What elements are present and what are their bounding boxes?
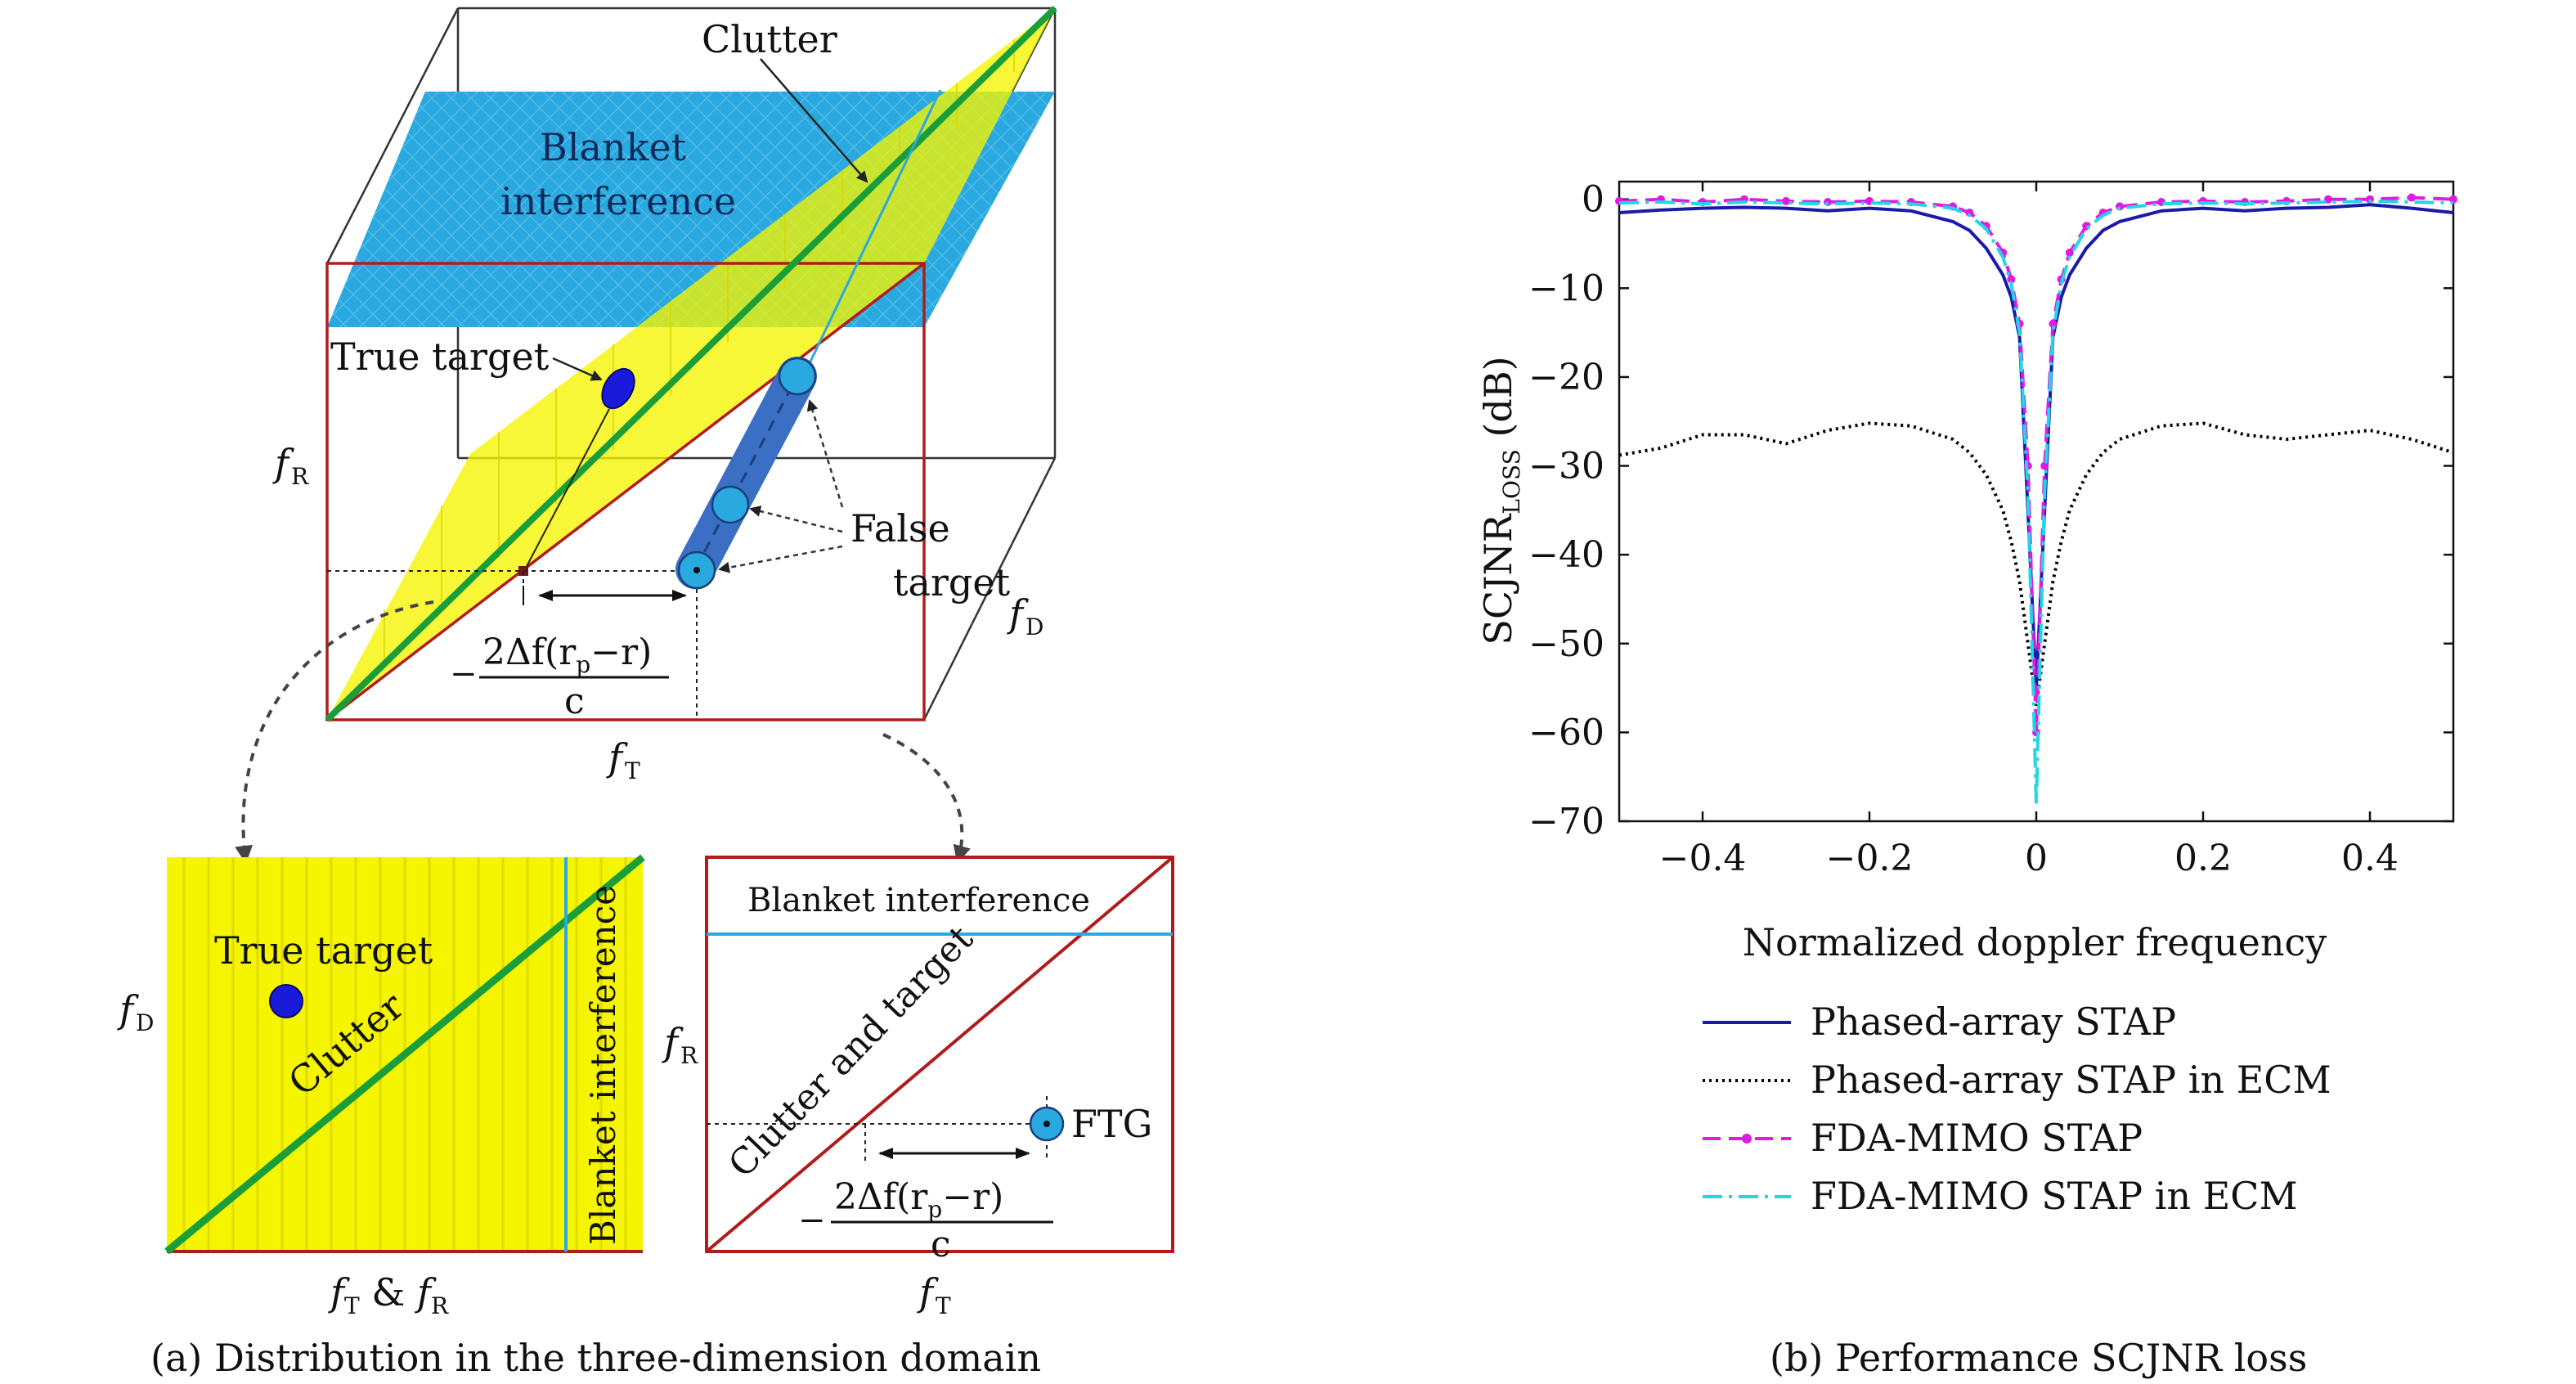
legend-label-3: FDA-MIMO STAP [1811, 1116, 2143, 1160]
cube-guides [327, 570, 698, 720]
offset-formula: − 2Δf(rp−r) c [450, 631, 669, 722]
x-tick-label: 0 [2025, 838, 2048, 879]
sub-left-x-label: fT & fR [328, 1270, 449, 1319]
svg-text:D: D [136, 1009, 154, 1036]
series-3-marker [2049, 319, 2058, 328]
legend: Phased-array STAP Phased-array STAP in EC… [1703, 1000, 2331, 1218]
sub-right-clutter-line [705, 856, 1174, 1253]
svg-text:c: c [564, 681, 585, 722]
subplot-fd-vs-ft-fr: True target Clutter Blanket interference… [117, 854, 645, 1319]
curve-arrow-right [882, 733, 971, 864]
series-3-marker [2065, 248, 2074, 257]
y-tick-label: −30 [1528, 446, 1604, 488]
true-target-label: True target [330, 335, 550, 379]
sub-right-ftg-label: FTG [1071, 1102, 1152, 1146]
y-tick-label: −10 [1528, 267, 1604, 309]
series-3-marker [2408, 193, 2416, 202]
y-axis-label: SCJNRLOSS (dB) [1476, 356, 1525, 645]
svg-text:R: R [680, 1042, 698, 1069]
legend-label-1: Phased-array STAP [1811, 1000, 2176, 1044]
subplot-fr-vs-ft: Blanket interference Clutter and target … [662, 856, 1174, 1319]
sub-right-formula: − 2Δf(rp−r) c [798, 1176, 1053, 1265]
false-target-marker-1 [778, 357, 817, 396]
y-ticks: 0 −10 −20 −30 −40 −50 −60 −70 [1528, 179, 2453, 843]
scjnr-loss-chart: 0 −10 −20 −30 −40 −50 −60 −70 −0.4 −0.2 0 0.2 0.4 N… [1476, 179, 2457, 1218]
svg-text:2Δf(rp−r): 2Δf(rp−r) [834, 1176, 1003, 1223]
series-line-2 [1618, 421, 2454, 707]
clutter-line [325, 6, 1057, 722]
svg-text:R: R [291, 463, 309, 490]
cube-front-diagonal [325, 262, 926, 721]
series-3-marker [2366, 195, 2374, 204]
svg-text:SCJNRLOSS (dB): SCJNRLOSS (dB) [1476, 356, 1525, 645]
svg-text:−: − [450, 655, 478, 693]
sub-right-y-label: f R [662, 1020, 698, 1069]
false-target-center-dot [693, 567, 700, 573]
axis-label-fD: f D [1007, 591, 1043, 640]
curve-arrow-left [235, 600, 434, 864]
sub-left-y-label: f D [117, 987, 154, 1036]
true-target-projection [523, 408, 610, 573]
sub-right-x-label: f T [917, 1270, 951, 1319]
axis-label-fT: f T [606, 735, 640, 784]
y-tick-label: 0 [1582, 179, 1604, 221]
cube-front-frame [325, 262, 926, 721]
sub-left-blanket-label: Blanket interference [583, 885, 623, 1245]
svg-text:−: − [798, 1202, 826, 1239]
svg-text:T: T [625, 757, 640, 784]
caption-a: (a) Distribution in the three-dimension … [150, 1336, 1041, 1380]
series-3-marker [2040, 461, 2049, 470]
x-axis-label: Normalized doppler frequency [1743, 920, 2327, 964]
false-target-pointers [718, 399, 844, 573]
axis-label-fR: f R [272, 441, 309, 490]
sub-left-clutter-line [164, 854, 645, 1255]
clutter-label: Clutter [702, 17, 837, 61]
x-tick-label: −0.2 [1826, 838, 1914, 879]
y-tick-label: −20 [1528, 357, 1604, 398]
series-line-4 [1618, 199, 2454, 804]
x-tick-label: 0.4 [2341, 838, 2399, 879]
cube-diagram: Clutter Blanket interference True target… [235, 6, 1057, 864]
clutter-pointer [760, 58, 868, 183]
caption-b: (b) Performance SCJNR loss [1770, 1336, 2307, 1380]
svg-text:D: D [1025, 613, 1043, 640]
sub-left-true-target-label: True target [214, 928, 433, 973]
false-target-track [675, 357, 817, 589]
true-target-pointer [552, 357, 603, 381]
x-tick-label: 0.2 [2174, 838, 2232, 879]
y-tick-label: −60 [1528, 712, 1604, 753]
y-tick-label: −50 [1528, 623, 1604, 665]
blanket-label-line1: Blanket [540, 125, 687, 169]
false-target-label-line2: target [893, 560, 1011, 604]
series-3-marker [2007, 275, 2016, 284]
svg-text:fT & fR: fT & fR [328, 1270, 449, 1319]
svg-text:2Δf(rp−r): 2Δf(rp−r) [482, 631, 652, 678]
series-3-marker [2324, 195, 2332, 204]
series-layer [1615, 193, 2457, 804]
series-3-marker [1782, 196, 1790, 205]
sub-left-true-target [269, 984, 303, 1018]
false-target-markers [677, 357, 817, 590]
false-target-label-line1: False [850, 506, 950, 550]
sub-right-blanket-label: Blanket interference [747, 882, 1090, 919]
true-target-ellipse [601, 367, 635, 410]
legend-label-2: Phased-array STAP in ECM [1811, 1058, 2331, 1102]
x-tick-label: −0.4 [1659, 838, 1747, 879]
blanket-label-line2: interference [500, 179, 736, 223]
svg-text:T: T [936, 1292, 951, 1319]
y-tick-label: −70 [1528, 801, 1604, 843]
false-target-marker-2 [711, 485, 750, 524]
y-tick-label: −40 [1528, 534, 1604, 576]
blanket-edge-line [800, 89, 942, 381]
legend-label-4: FDA-MIMO STAP in ECM [1811, 1174, 2298, 1218]
x-ticks: −0.4 −0.2 0 0.2 0.4 [1659, 182, 2399, 879]
svg-text:c: c [931, 1224, 951, 1265]
legend-swatch-marker [1742, 1134, 1752, 1144]
